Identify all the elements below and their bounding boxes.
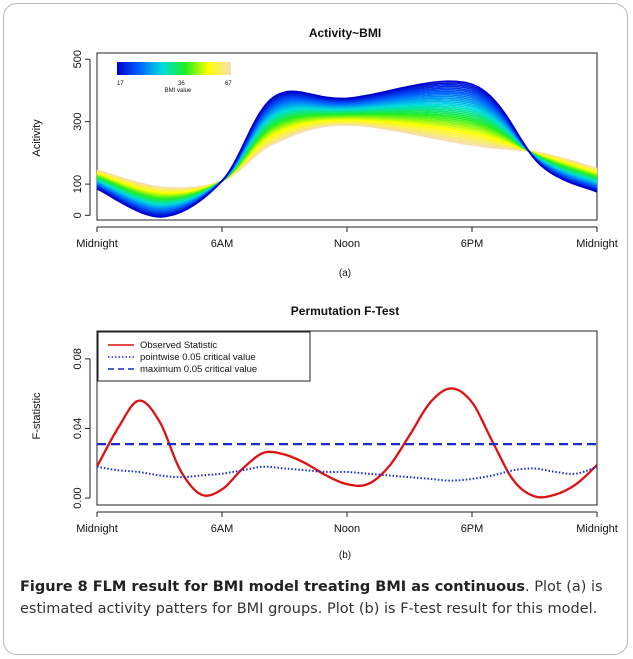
legend-label: pointwise 0.05 critical value — [140, 352, 256, 363]
chart-b-y-tick-label: 0.00 — [72, 487, 84, 508]
chart-a-x-tick-label: 6AM — [211, 238, 234, 250]
bmi-curve — [96, 120, 598, 192]
bmi-curve — [96, 112, 598, 201]
bmi-curve — [96, 80, 598, 218]
bmi-key-tick-low: 17 — [117, 81, 124, 87]
bmi-curve — [96, 118, 598, 195]
chart-a-x-axis: Midnight 6AM Noon 6PM Midnight — [76, 226, 618, 250]
chart-b-x-tick-label: Midnight — [76, 523, 118, 535]
chart-a-sublabel: (a) — [339, 268, 351, 279]
series-dotted-line — [96, 465, 598, 482]
chart-a-y-tick-label: 0 — [72, 212, 84, 218]
chart-b-y-tick-label: 0.08 — [72, 348, 84, 369]
caption-body: . Plot (a) is estimated activity patters… — [20, 579, 603, 617]
chart-b-y-axis: 0.00 0.04 0.08 — [72, 348, 91, 509]
bmi-curve — [96, 120, 598, 193]
chart-b-x-tick-label: 6AM — [211, 523, 234, 535]
chart-a-y-tick-label: 100 — [72, 175, 84, 193]
bmi-curve — [96, 116, 598, 197]
bmi-curve — [96, 117, 598, 196]
figure-caption: Figure 8 FLM result for BMI model treati… — [20, 576, 615, 620]
chart-b-y-tick-label: 0.04 — [72, 418, 84, 439]
legend-label: maximum 0.05 critical value — [140, 364, 257, 375]
chart-b-x-tick-label: 6PM — [461, 523, 484, 535]
chart-b-x-axis: Midnight 6AM Noon 6PM Midnight — [76, 511, 618, 535]
chart-a-x-tick-label: Noon — [334, 238, 360, 250]
chart-b-ylabel: F-statistic — [31, 392, 43, 440]
bmi-curve — [96, 122, 598, 191]
bmi-key-label: BMI value — [165, 88, 192, 94]
chart-a-y-tick-label: 500 — [72, 50, 84, 68]
chart-a-y-axis: 0 100 300 500 — [72, 50, 91, 218]
chart-a-ylabel: Acitivity — [31, 119, 43, 157]
chart-activity-bmi: Activity~BMI 0 100 300 500 Midnight 6AM Noon 6… — [31, 26, 618, 279]
series-solid-line — [95, 387, 598, 499]
chart-b-sublabel: (b) — [339, 550, 351, 561]
bmi-curve — [96, 121, 598, 192]
chart-b-x-tick-label: Midnight — [576, 523, 618, 535]
bmi-curve — [96, 114, 598, 200]
chart-a-x-tick-label: 6PM — [461, 238, 484, 250]
legend-label: Observed Statistic — [140, 340, 217, 351]
bmi-color-key: 17 36 67 BMI value — [117, 62, 232, 94]
chart-a-x-tick-label: Midnight — [76, 238, 118, 250]
bmi-curve — [96, 115, 598, 198]
chart-a-y-tick-label: 300 — [72, 112, 84, 130]
bmi-curve — [96, 113, 598, 200]
chart-a-plot-box — [96, 52, 598, 221]
chart-b-title: Permutation F-Test — [291, 304, 399, 318]
bmi-curve — [96, 123, 598, 190]
chart-a-curves — [96, 80, 598, 218]
bmi-color-key-bar — [117, 62, 231, 75]
bmi-key-tick-mid: 36 — [178, 81, 185, 87]
chart-b-x-tick-label: Noon — [334, 523, 360, 535]
bmi-key-tick-high: 67 — [225, 81, 232, 87]
chart-b-curves — [95, 387, 598, 499]
bmi-curve — [96, 123, 598, 189]
chart-permutation-f-test: Permutation F-Test 0.00 0.04 0.08 Midnight… — [31, 304, 618, 561]
bmi-curve — [96, 119, 598, 194]
bmi-curve — [96, 117, 598, 195]
caption-title: Figure 8 FLM result for BMI model treati… — [20, 579, 526, 595]
chart-a-title: Activity~BMI — [309, 26, 381, 40]
chart-a-x-tick-label: Midnight — [576, 238, 618, 250]
bmi-curve — [96, 114, 598, 199]
chart-b-plot-box — [96, 330, 598, 506]
